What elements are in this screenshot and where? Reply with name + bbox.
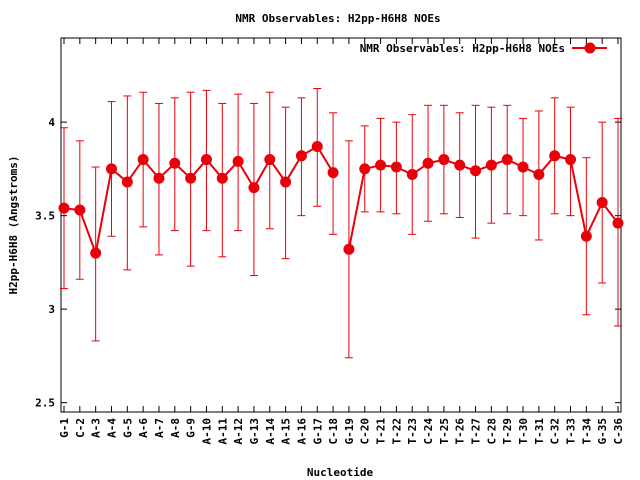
data-point <box>90 247 102 259</box>
x-tick-label: T-29 <box>501 418 514 445</box>
x-tick-label: A-8 <box>169 418 182 438</box>
data-point <box>612 217 624 229</box>
data-point <box>74 204 86 216</box>
data-point <box>105 163 117 175</box>
x-tick-label: A-12 <box>232 418 245 445</box>
x-tick-label: G-1 <box>58 418 71 438</box>
data-point <box>565 154 577 166</box>
x-tick-label: T-30 <box>517 418 530 445</box>
data-point <box>295 150 307 162</box>
y-tick-label: 4 <box>48 116 55 129</box>
data-point <box>501 154 513 166</box>
x-tick-label: C-20 <box>359 418 372 445</box>
x-tick-label: T-22 <box>390 418 403 445</box>
series-line <box>347 154 619 250</box>
chart-title: NMR Observables: H2pp-H6H8 NOEs <box>235 12 440 25</box>
data-point <box>264 154 276 166</box>
data-point <box>343 243 355 255</box>
y-axis: 2.5 3 3.5 4 <box>35 116 621 410</box>
x-tick-label: A-11 <box>216 418 229 445</box>
x-tick-label: A-3 <box>90 418 103 438</box>
x-tick-label: C-24 <box>422 418 435 445</box>
x-tick-label: C-28 <box>485 418 498 445</box>
x-tick-label: G-17 <box>311 418 324 445</box>
data-point <box>485 159 497 171</box>
y-tick-label: 3 <box>48 303 55 316</box>
data-point <box>137 154 149 166</box>
x-tick-label: T-27 <box>470 418 483 445</box>
y-tick-label: 2.5 <box>35 397 55 410</box>
data-point <box>375 159 387 171</box>
data-point <box>280 176 292 188</box>
y-tick-label: 3.5 <box>35 210 55 223</box>
plot-frame <box>60 37 622 413</box>
data-point <box>470 165 482 177</box>
data-point <box>153 172 165 184</box>
x-tick-label: C-18 <box>327 418 340 445</box>
x-tick-label: T-34 <box>580 418 593 445</box>
x-tick-label: G-19 <box>343 418 356 445</box>
data-point <box>200 154 212 166</box>
data-point <box>359 163 371 175</box>
legend-label: NMR Observables: H2pp-H6H8 NOEs <box>360 42 565 55</box>
x-tick-label: G-9 <box>185 418 198 438</box>
series-line <box>63 145 334 257</box>
x-tick-label: C-2 <box>74 418 87 438</box>
data-point <box>185 172 197 184</box>
x-axis: G-1 C-2 A-3 A-4 G-5 A-6 A-7 A-8 G-9 A-10 A-11 A-12 G… <box>58 38 625 445</box>
x-tick-label: A-7 <box>153 418 166 438</box>
y-axis-label: H2pp-H6H8 (Angstroms) <box>7 155 20 294</box>
x-tick-label: G-5 <box>121 418 134 438</box>
data-point <box>422 157 434 169</box>
data-point <box>406 169 418 181</box>
x-tick-label: T-33 <box>565 418 578 445</box>
x-tick-label: A-16 <box>295 418 308 445</box>
data-point <box>438 154 450 166</box>
x-tick-label: T-31 <box>533 418 546 445</box>
data-point <box>549 150 561 162</box>
data-point <box>216 172 228 184</box>
legend: NMR Observables: H2pp-H6H8 NOEs <box>360 42 607 55</box>
data-point <box>121 176 133 188</box>
data-point <box>248 182 260 194</box>
data-point <box>580 230 592 242</box>
x-axis-label: Nucleotide <box>307 466 374 479</box>
x-tick-label: C-36 <box>612 418 625 445</box>
x-tick-label: T-21 <box>375 418 388 445</box>
data-point <box>232 155 244 167</box>
x-tick-label: T-26 <box>454 418 467 445</box>
plot-area <box>58 87 624 359</box>
data-point <box>454 159 466 171</box>
data-point <box>517 161 529 173</box>
data-point <box>390 161 402 173</box>
x-tick-label: T-23 <box>406 418 419 445</box>
x-tick-label: A-14 <box>264 418 277 445</box>
data-point <box>533 169 545 181</box>
x-tick-label: A-6 <box>137 418 150 438</box>
legend-marker <box>584 42 596 54</box>
x-tick-label: A-15 <box>280 418 293 445</box>
x-tick-label: A-4 <box>105 418 118 438</box>
x-tick-label: T-25 <box>438 418 451 445</box>
data-point <box>311 140 323 152</box>
x-tick-label: A-10 <box>200 418 213 445</box>
data-point <box>596 197 608 209</box>
x-tick-label: C-32 <box>549 418 562 445</box>
data-point <box>58 202 70 214</box>
data-point <box>327 167 339 179</box>
data-point <box>169 157 181 169</box>
x-tick-label: G-13 <box>248 418 261 445</box>
x-tick-label: G-35 <box>596 418 609 445</box>
